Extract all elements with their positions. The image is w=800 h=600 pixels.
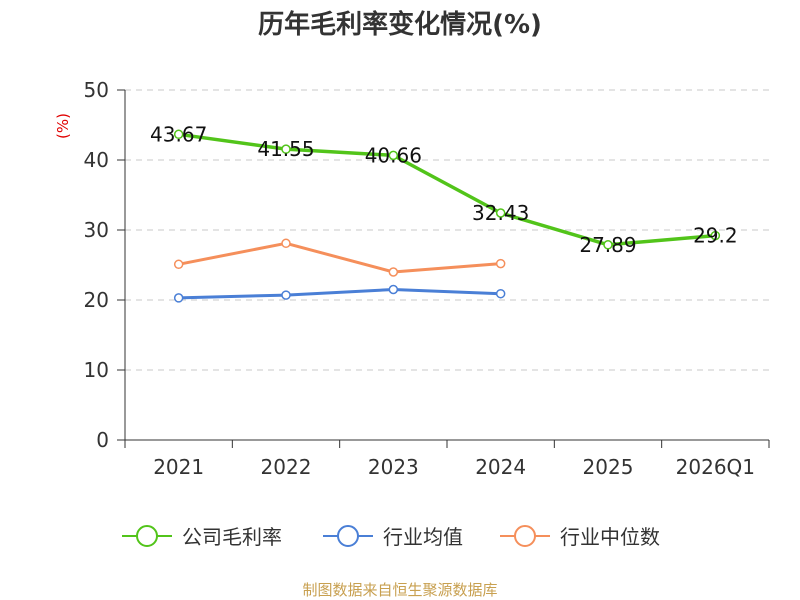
data-labels: 43.67 41.55 40.66 32.43 27.89 29.2: [150, 122, 738, 256]
data-point: [173, 129, 184, 140]
data-label: 32.43: [472, 201, 529, 225]
legend-marker: [136, 525, 158, 547]
legend-label: 行业中位数: [560, 525, 660, 549]
grid-lines: [125, 89, 769, 371]
y-tick-label: 40: [84, 148, 109, 172]
series-line: [178, 241, 501, 274]
legend-label: 公司毛利率: [182, 525, 282, 549]
data-label: 41.55: [257, 137, 314, 161]
data-label: 43.67: [150, 122, 207, 146]
data-label: 27.89: [579, 233, 636, 257]
data-point: [281, 238, 291, 249]
y-tick-label: 50: [84, 78, 109, 102]
legend-marker: [514, 525, 536, 547]
series-layer: [173, 129, 721, 303]
data-point: [281, 290, 291, 300]
x-tick-label: 2021: [153, 455, 204, 479]
x-tick-label: 2024: [475, 455, 526, 479]
y-tick-label: 30: [84, 218, 109, 242]
data-point: [495, 258, 506, 269]
x-tick-label: 2022: [261, 455, 312, 479]
legend-label: 行业均值: [383, 525, 463, 549]
x-tick-label: 2023: [368, 455, 419, 479]
data-point: [495, 208, 506, 218]
data-point: [603, 240, 613, 250]
data-point: [710, 230, 721, 241]
x-tick-label: 2025: [583, 455, 634, 479]
data-point: [495, 288, 506, 299]
legend-marker: [337, 525, 359, 547]
x-tick-label: 2026Q1: [676, 455, 755, 479]
data-point: [388, 284, 399, 295]
series-line: [178, 288, 501, 300]
y-tick-label: 0: [96, 428, 109, 452]
data-point: [388, 267, 399, 277]
y-tick-label: 20: [84, 288, 109, 312]
data-point: [388, 150, 399, 161]
series-line: [178, 132, 716, 247]
data-label: 29.2: [693, 224, 738, 248]
data-point: [173, 293, 184, 303]
data-point: [173, 259, 184, 270]
legend: 公司毛利率 行业均值 行业中位数: [122, 525, 660, 549]
y-tick-label: 10: [84, 358, 109, 382]
chart-title: 历年毛利率变化情况(%): [258, 9, 542, 40]
source-note: 制图数据来自恒生聚源数据库: [302, 581, 497, 599]
data-point: [281, 144, 291, 154]
data-label: 40.66: [365, 143, 422, 167]
axes: 0 10 20 30 40 50 2021 2022 2023 2024 2025 2026Q1: [84, 78, 770, 479]
y-axis-label: (%): [54, 113, 72, 139]
